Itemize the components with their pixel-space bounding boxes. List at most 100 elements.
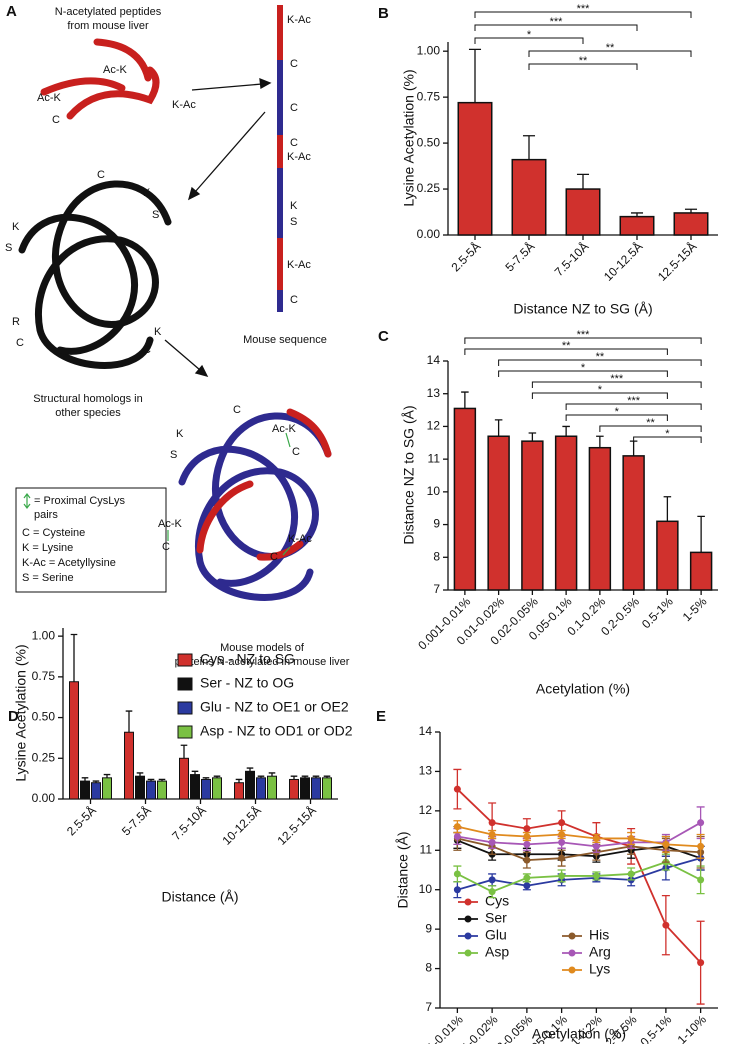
point [453, 886, 461, 894]
bar [124, 731, 134, 800]
significance-bracket [633, 436, 702, 443]
bar [311, 777, 321, 800]
significance-label: *** [577, 3, 591, 15]
sequence-label: K [290, 200, 298, 212]
bar [234, 782, 244, 800]
legend-marker [464, 898, 472, 906]
legend-label: Glu - NZ to OE1 or OE2 [200, 699, 349, 715]
series-line [457, 825, 701, 848]
legend-text: C = Cysteine [22, 527, 85, 539]
bar [622, 455, 645, 591]
point [558, 838, 566, 846]
peptide-label: C [52, 114, 60, 126]
error-bar [522, 135, 536, 160]
sequence-label: S [290, 216, 297, 228]
homolog-label: K [12, 221, 20, 233]
point [697, 842, 705, 850]
point [523, 832, 531, 840]
homolog-label: R [12, 316, 20, 328]
significance-label: ** [579, 55, 588, 67]
y-tick-label: 7 [425, 1000, 432, 1014]
point [697, 959, 705, 967]
y-tick-label: 14 [427, 353, 441, 367]
x-tick-label: 5-7.5Å [118, 803, 154, 839]
point [453, 823, 461, 831]
bar [322, 777, 332, 800]
model-structure [178, 408, 332, 601]
model-label: Ac-K [272, 423, 297, 435]
legend-marker [568, 949, 576, 957]
error-bar [268, 772, 276, 777]
significance-bracket [528, 50, 692, 57]
y-tick-label: 0.25 [32, 750, 56, 764]
error-bar [697, 515, 705, 553]
panel-letter: D [8, 708, 19, 725]
model-label: K-Ac [288, 533, 312, 545]
significance-bracket [474, 24, 638, 31]
point [488, 831, 496, 839]
series-line [457, 837, 701, 862]
legend-text: pairs [34, 509, 58, 521]
bar [190, 774, 200, 800]
sequence-label: C [290, 102, 298, 114]
significance-label: *** [577, 329, 591, 341]
bar [487, 435, 510, 591]
legend-swatch [177, 653, 193, 667]
point [592, 834, 600, 842]
x-tick-label: 12.5-15Å [654, 239, 699, 284]
y-tick-label: 0.00 [417, 227, 441, 241]
y-tick-label: 10 [427, 484, 441, 498]
y-tick-label: 8 [433, 549, 440, 563]
legend-swatch [177, 701, 193, 715]
legend-label: Ser - NZ to OG [200, 675, 294, 691]
bar [212, 777, 222, 800]
point [488, 819, 496, 827]
legend-label: Arg [589, 944, 611, 960]
significance-bracket [528, 63, 638, 70]
model-label: C [292, 446, 300, 458]
panel-letter: E [376, 708, 386, 725]
panel-letter: C [378, 328, 389, 345]
significance-label: ** [606, 42, 615, 54]
significance-label: *** [550, 16, 564, 28]
homolog-label: C [97, 169, 105, 181]
bar [619, 215, 655, 236]
legend-label: His [589, 927, 609, 943]
bar [289, 778, 299, 800]
sequence-caption: Mouse sequence [243, 334, 327, 346]
homolog-label: K [143, 187, 151, 199]
y-tick-label: 12 [419, 803, 433, 817]
significance-bracket [599, 425, 702, 432]
peptide-label: Ac-K [37, 92, 62, 104]
bar [135, 775, 145, 800]
significance-bracket [474, 37, 584, 44]
bar [91, 782, 101, 800]
point [697, 876, 705, 884]
point [488, 838, 496, 846]
x-tick-label: 7.5-10Å [169, 803, 209, 843]
bar [521, 440, 544, 591]
legend-label: Asp [485, 944, 509, 960]
point [558, 831, 566, 839]
legend-marker [464, 915, 472, 923]
legend-text: S = Serine [22, 572, 74, 584]
point [523, 825, 531, 833]
legend-marker [464, 932, 472, 940]
error-bar [494, 419, 503, 437]
y-axis-label: Lysine Acetylation (%) [13, 644, 29, 781]
point [558, 819, 566, 827]
bar [69, 681, 79, 800]
y-tick-label: 13 [427, 386, 441, 400]
legend-text: K-Ac = Acetyllysine [22, 557, 116, 569]
y-axis-label: Distance (Å) [395, 831, 411, 908]
model-label: Ac-K [158, 518, 183, 530]
model-label: S [170, 449, 177, 461]
point [592, 872, 600, 880]
panel-letter: B [378, 5, 389, 22]
error-bar [468, 48, 482, 103]
homolog-structure [18, 180, 172, 369]
bar [689, 551, 713, 591]
series-line [457, 821, 702, 848]
x-tick-label: 1-10% [675, 1012, 710, 1044]
